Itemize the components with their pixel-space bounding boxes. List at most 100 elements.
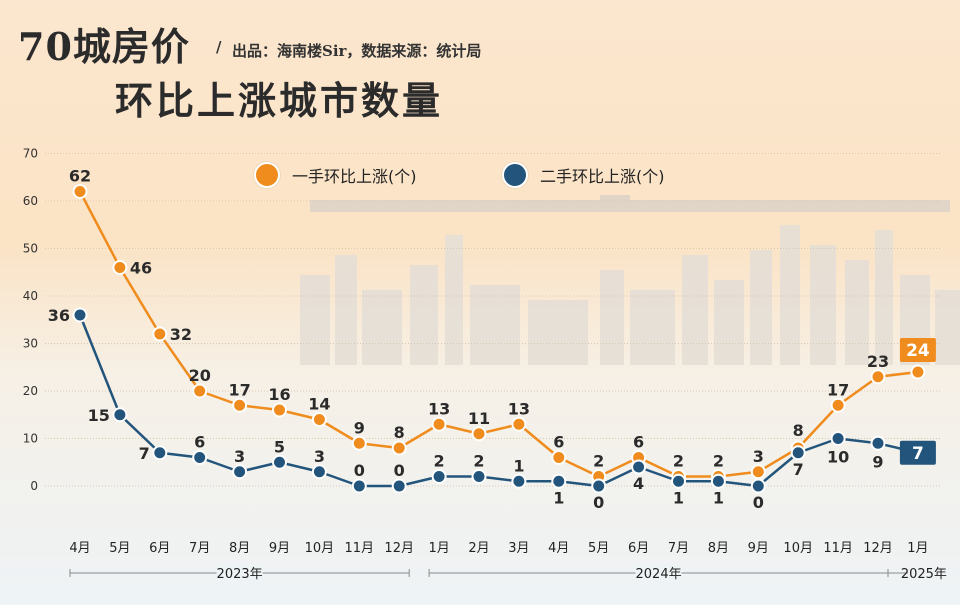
data-label-second_hand: 0 — [593, 493, 604, 512]
data-point-new_home — [511, 416, 527, 432]
data-label-second_hand: 10 — [827, 448, 849, 467]
legend-label-new-home: 一手环比上涨(个) — [292, 167, 417, 186]
x-tick-label: 6月 — [149, 541, 170, 556]
data-point-new_home — [311, 412, 327, 427]
x-tick-label: 7月 — [668, 541, 689, 556]
data-point-second_hand — [152, 445, 168, 461]
end-value-label-second_hand: 7 — [912, 444, 924, 464]
data-label-new_home: 8 — [394, 423, 405, 442]
x-tick-label: 1月 — [907, 541, 928, 556]
data-point-new_home — [910, 364, 926, 380]
data-label-second_hand: 4 — [633, 474, 644, 493]
series-line-new_home — [78, 190, 919, 478]
year-label: 2024年 — [636, 567, 682, 582]
x-tick-label: 11月 — [823, 541, 853, 556]
data-label-new_home: 32 — [170, 325, 192, 344]
data-label-new_home: 6 — [553, 433, 564, 452]
legend-dot-new-home — [254, 162, 280, 188]
data-point-new_home — [830, 397, 846, 413]
y-tick-label: 50 — [23, 242, 38, 256]
y-tick-label: 0 — [30, 479, 38, 493]
data-label-second_hand: 15 — [88, 406, 110, 425]
data-point-second_hand — [471, 469, 487, 484]
data-label-second_hand: 7 — [139, 444, 150, 463]
x-tick-label: 8月 — [229, 541, 250, 556]
data-point-second_hand — [750, 478, 766, 494]
y-tick-label: 70 — [23, 147, 38, 161]
data-label-new_home: 2 — [593, 452, 604, 471]
data-point-second_hand — [551, 473, 567, 489]
data-label-new_home: 17 — [827, 380, 849, 399]
data-point-new_home — [351, 435, 367, 451]
data-label-second_hand: 36 — [48, 306, 70, 325]
data-point-new_home — [551, 450, 567, 465]
data-point-new_home — [750, 464, 766, 480]
data-label-second_hand: 7 — [793, 460, 804, 479]
data-label-new_home: 8 — [793, 421, 804, 440]
end-value-badge-new_home — [899, 338, 936, 362]
year-label-bg — [635, 564, 682, 582]
end-value-badge-second_hand — [899, 440, 936, 465]
chart-title-line2: 环比上涨城市数量 — [115, 78, 444, 123]
title-separator: / — [216, 38, 222, 56]
data-point-second_hand — [631, 459, 647, 475]
series-line-second_hand — [78, 314, 919, 488]
data-label-new_home: 9 — [354, 418, 365, 437]
data-label-new_home: 17 — [228, 380, 250, 399]
data-label-second_hand: 0 — [753, 493, 764, 512]
data-point-second_hand — [870, 435, 886, 451]
data-point-second_hand — [671, 473, 686, 489]
x-tick-label: 12月 — [863, 541, 893, 556]
x-tick-label: 5月 — [588, 541, 609, 556]
data-point-new_home — [391, 440, 407, 456]
data-point-new_home — [272, 402, 287, 418]
data-label-second_hand: 0 — [354, 461, 365, 480]
data-label-new_home: 3 — [753, 447, 764, 466]
data-point-second_hand — [830, 431, 846, 446]
data-label-new_home: 6 — [633, 433, 644, 452]
legend-item-new-home: 一手环比上涨(个) — [254, 162, 417, 188]
data-label-new_home: 13 — [508, 399, 530, 418]
data-label-second_hand: 2 — [434, 452, 445, 471]
data-point-new_home — [431, 416, 447, 432]
data-label-second_hand: 2 — [473, 452, 484, 471]
data-point-second_hand — [311, 464, 327, 480]
x-tick-label: 9月 — [269, 541, 290, 556]
x-tick-label: 9月 — [748, 541, 769, 556]
x-tick-label: 3月 — [508, 541, 529, 556]
data-label-new_home: 16 — [268, 385, 290, 404]
legend-item-second-hand: 二手环比上涨(个) — [502, 162, 665, 188]
data-point-second_hand — [511, 473, 527, 489]
data-label-new_home: 46 — [130, 259, 152, 278]
year-label-bg — [216, 564, 263, 582]
data-label-second_hand: 1 — [513, 456, 524, 475]
data-point-second_hand — [72, 307, 88, 323]
data-point-second_hand — [591, 478, 607, 494]
data-label-second_hand: 1 — [713, 488, 724, 507]
year-label: 2023年 — [217, 567, 263, 582]
data-point-second_hand — [272, 454, 287, 470]
legend-label-second-hand: 二手环比上涨(个) — [540, 167, 665, 186]
x-tick-label: 6月 — [628, 541, 649, 556]
x-tick-label: 7月 — [189, 541, 210, 556]
x-tick-label: 10月 — [305, 541, 335, 556]
data-point-second_hand — [431, 469, 447, 484]
y-tick-label: 60 — [23, 194, 38, 208]
end-value-label-new_home: 24 — [906, 341, 930, 361]
data-label-new_home: 2 — [713, 452, 724, 471]
y-tick-label: 20 — [23, 384, 38, 398]
data-point-new_home — [72, 184, 88, 199]
data-point-new_home — [232, 397, 248, 413]
x-tick-label: 8月 — [708, 541, 729, 556]
data-label-new_home: 2 — [673, 452, 684, 471]
data-point-second_hand — [232, 464, 248, 480]
data-label-second_hand: 1 — [673, 488, 684, 507]
data-label-second_hand: 1 — [553, 488, 564, 507]
data-label-second_hand: 3 — [234, 447, 245, 466]
data-label-second_hand: 6 — [194, 433, 205, 452]
data-label-new_home: 11 — [468, 409, 490, 428]
data-label-new_home: 23 — [867, 352, 889, 371]
data-label-new_home: 20 — [189, 366, 211, 385]
x-tick-label: 4月 — [548, 541, 569, 556]
